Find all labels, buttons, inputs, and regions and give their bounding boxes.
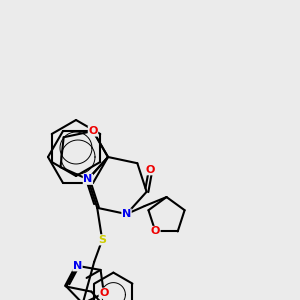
Text: O: O [99, 288, 109, 298]
Text: O: O [146, 165, 155, 175]
Text: N: N [73, 261, 82, 271]
Text: S: S [98, 235, 106, 245]
Text: N: N [122, 209, 131, 219]
Text: O: O [88, 126, 98, 136]
Text: O: O [151, 226, 160, 236]
Text: N: N [83, 174, 93, 184]
